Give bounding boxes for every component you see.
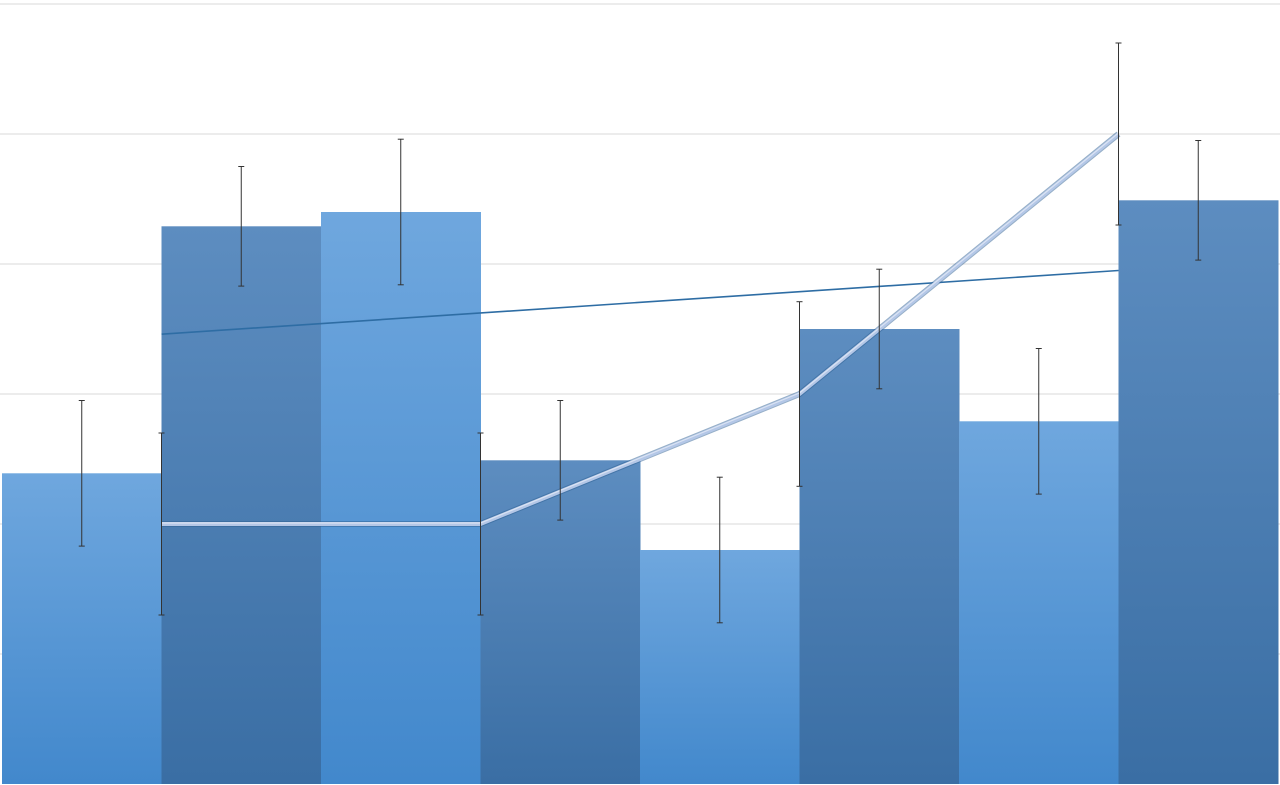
line-series-path	[161, 132, 1120, 526]
bars	[2, 200, 1279, 785]
bar	[161, 226, 322, 785]
bar	[799, 329, 960, 784]
bar	[321, 212, 481, 784]
trendline	[161, 269, 1119, 335]
line-highlight	[161, 132, 1119, 524]
error-bars	[78, 42, 1202, 624]
bar	[1118, 200, 1279, 785]
line-series	[161, 131, 1121, 527]
trendline-group	[161, 269, 1119, 335]
